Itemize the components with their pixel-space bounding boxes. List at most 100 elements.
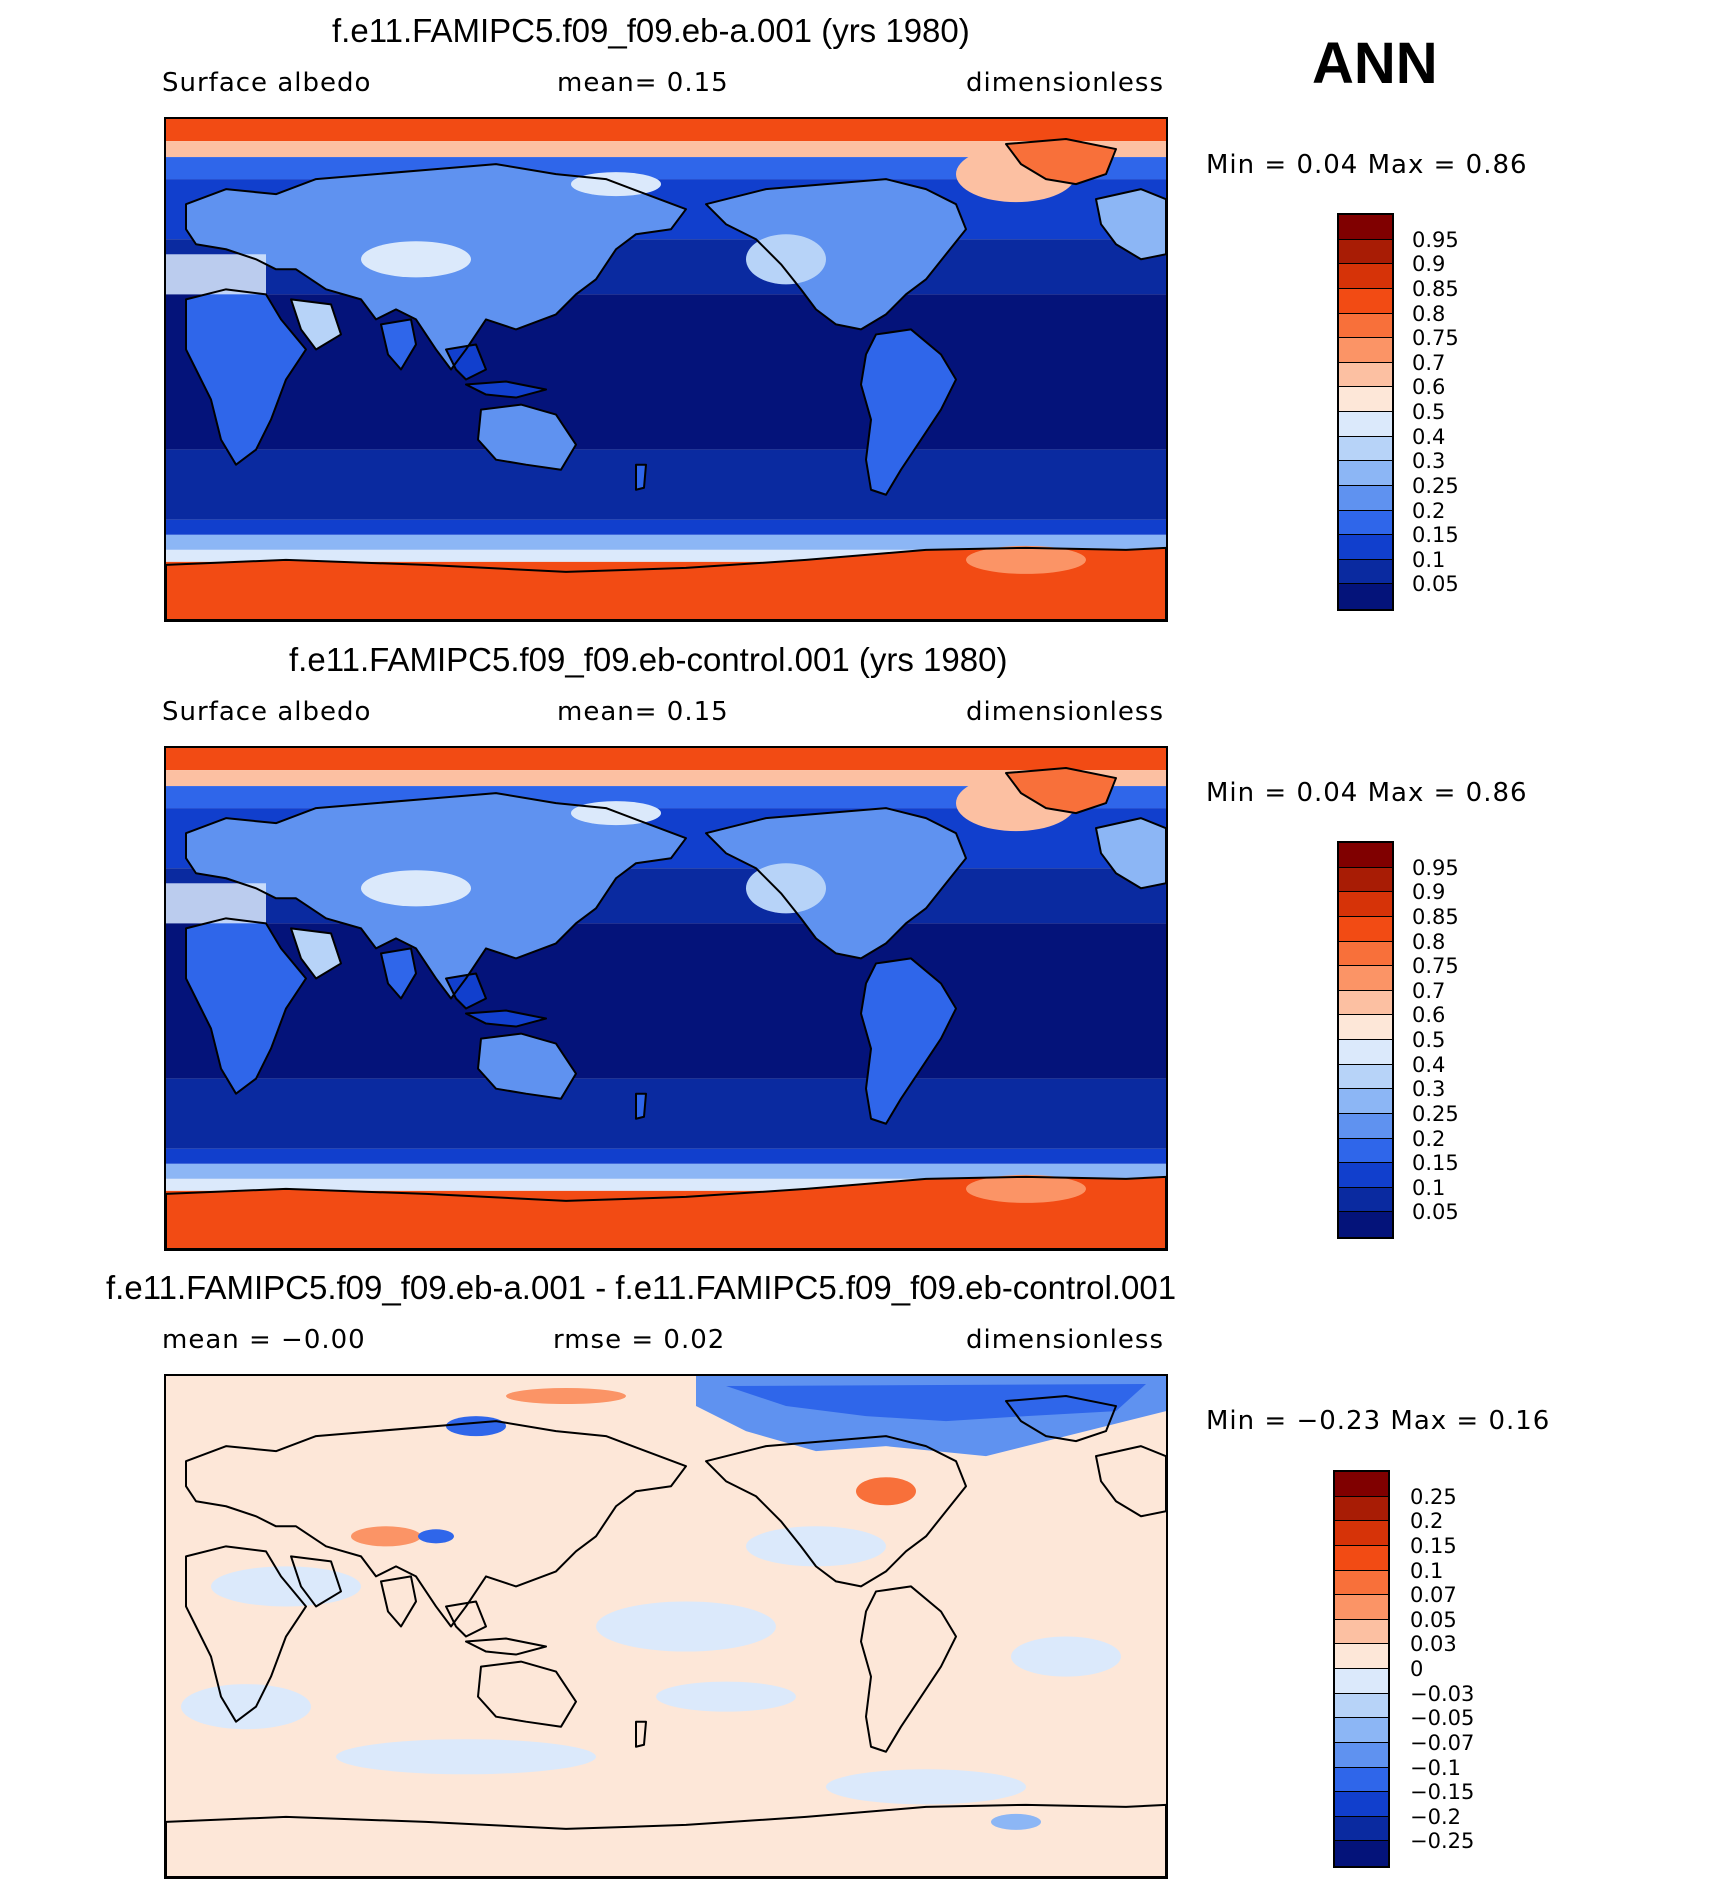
units-label: dimensionless bbox=[966, 68, 1164, 98]
colorbar-label: 0.5 bbox=[1412, 400, 1446, 424]
colorbar-cell bbox=[1339, 1089, 1392, 1114]
colorbar-cell bbox=[1335, 1718, 1388, 1743]
coastline bbox=[380, 947, 417, 1000]
coastline bbox=[185, 1420, 687, 1628]
map-patch bbox=[166, 254, 266, 295]
land-fill bbox=[291, 928, 341, 979]
map-patch bbox=[336, 1739, 596, 1775]
min-max-label: Min = 0.04 Max = 0.86 bbox=[1206, 778, 1528, 808]
colorbar-cell bbox=[1339, 867, 1392, 893]
colorbar-cell bbox=[1335, 1816, 1388, 1842]
map-patch bbox=[571, 172, 661, 197]
coastline bbox=[445, 343, 487, 381]
map-band bbox=[166, 519, 1166, 535]
colorbar-label: 0.25 bbox=[1412, 473, 1459, 498]
units-label: dimensionless bbox=[966, 1325, 1164, 1355]
colorbar-cell bbox=[1339, 916, 1392, 942]
map-patch bbox=[506, 1388, 626, 1405]
panel-title: f.e11.FAMIPC5.f09_f09.eb-control.001 (yr… bbox=[289, 641, 1008, 678]
map-patch bbox=[361, 870, 471, 907]
colorbar-label: 0.75 bbox=[1412, 954, 1459, 979]
colorbar-label: 0.4 bbox=[1412, 1052, 1446, 1077]
map-patch bbox=[856, 1477, 916, 1506]
land-fill bbox=[186, 918, 306, 1094]
map-patch bbox=[181, 1684, 311, 1730]
colorbar-cell bbox=[1339, 362, 1392, 388]
land-fill bbox=[381, 319, 416, 370]
colorbar-cell bbox=[1339, 264, 1392, 289]
map-patch bbox=[746, 234, 826, 285]
colorbar-label: 0.9 bbox=[1412, 252, 1446, 277]
map-band bbox=[166, 1163, 1166, 1179]
coastline bbox=[705, 178, 967, 331]
colorbar-cell bbox=[1335, 1792, 1388, 1817]
mean-label: mean = −0.00 bbox=[162, 1325, 366, 1355]
map-patch bbox=[446, 1416, 506, 1437]
map-band bbox=[166, 534, 1166, 550]
map-patch bbox=[966, 545, 1086, 574]
colorbar-cell bbox=[1339, 1138, 1392, 1164]
map-patch bbox=[418, 1529, 454, 1544]
coastline bbox=[185, 163, 687, 371]
coastline bbox=[445, 1600, 487, 1638]
colorbar-cell bbox=[1335, 1521, 1388, 1546]
colorbar-label: 0.3 bbox=[1412, 449, 1446, 474]
colorbar-cell bbox=[1339, 1064, 1392, 1090]
colorbar-label: 0.1 bbox=[1412, 547, 1446, 572]
colorbar-label: 0.2 bbox=[1410, 1509, 1444, 1534]
colorbar-cell bbox=[1339, 313, 1392, 339]
colorbar-cell bbox=[1339, 1187, 1392, 1213]
land-fill bbox=[446, 973, 486, 1009]
land-fill bbox=[1096, 818, 1166, 889]
colorbar-cell bbox=[1339, 892, 1392, 917]
map-canvas bbox=[166, 119, 1166, 620]
colorbar-label: 0.85 bbox=[1412, 904, 1459, 929]
coastline bbox=[465, 1009, 547, 1028]
land-fill bbox=[1096, 189, 1166, 260]
colorbar-cell bbox=[1339, 941, 1392, 967]
land-fill bbox=[1006, 768, 1116, 814]
colorbar-cell bbox=[1339, 215, 1392, 240]
panel-title: f.e11.FAMIPC5.f09_f09.eb-a.001 (yrs 1980… bbox=[332, 12, 970, 49]
colorbar-label: 0.05 bbox=[1412, 1200, 1459, 1225]
colorbar-cell bbox=[1339, 1040, 1392, 1065]
colorbar-cell bbox=[1335, 1669, 1388, 1694]
map-panel bbox=[164, 117, 1168, 622]
colorbar-cell bbox=[1335, 1619, 1388, 1645]
colorbar-label: 0.5 bbox=[1412, 1028, 1446, 1052]
coastline bbox=[445, 972, 487, 1010]
land-fill bbox=[861, 958, 956, 1124]
coastline bbox=[705, 807, 967, 960]
colorbar-cell bbox=[1339, 1163, 1392, 1188]
map-patch bbox=[726, 1384, 1146, 1422]
colorbar-label: 0.07 bbox=[1410, 1583, 1457, 1608]
colorbar-cell bbox=[1339, 584, 1392, 609]
colorbar-label: 0.1 bbox=[1412, 1175, 1446, 1200]
coastline bbox=[185, 1545, 307, 1723]
colorbar-label: 0.1 bbox=[1410, 1558, 1444, 1583]
map-patch bbox=[166, 883, 266, 924]
land-fill bbox=[478, 404, 576, 470]
coastline bbox=[860, 957, 957, 1125]
map-patch bbox=[596, 1601, 776, 1652]
coastline bbox=[380, 318, 417, 371]
map-patch bbox=[746, 863, 826, 914]
map-band bbox=[166, 119, 1166, 142]
colorbar-label: 0.03 bbox=[1410, 1632, 1457, 1657]
coastline bbox=[635, 1720, 647, 1748]
colorbar-label: −0.2 bbox=[1410, 1804, 1461, 1829]
colorbar-label: 0.2 bbox=[1412, 498, 1446, 523]
land-fill bbox=[861, 329, 956, 495]
colorbar-cell bbox=[1339, 239, 1392, 265]
colorbar bbox=[1337, 213, 1394, 611]
min-max-label: Min = −0.23 Max = 0.16 bbox=[1206, 1406, 1551, 1436]
colorbar-cell bbox=[1335, 1570, 1388, 1596]
colorbar-cell bbox=[1339, 1015, 1392, 1040]
colorbar-cell bbox=[1335, 1496, 1388, 1522]
units-label: dimensionless bbox=[966, 697, 1164, 727]
map-band bbox=[166, 141, 1166, 158]
colorbar-cell bbox=[1339, 485, 1392, 511]
map-patch bbox=[656, 1681, 796, 1712]
coastline bbox=[1005, 767, 1117, 815]
colorbar-label: 0.8 bbox=[1412, 301, 1446, 326]
